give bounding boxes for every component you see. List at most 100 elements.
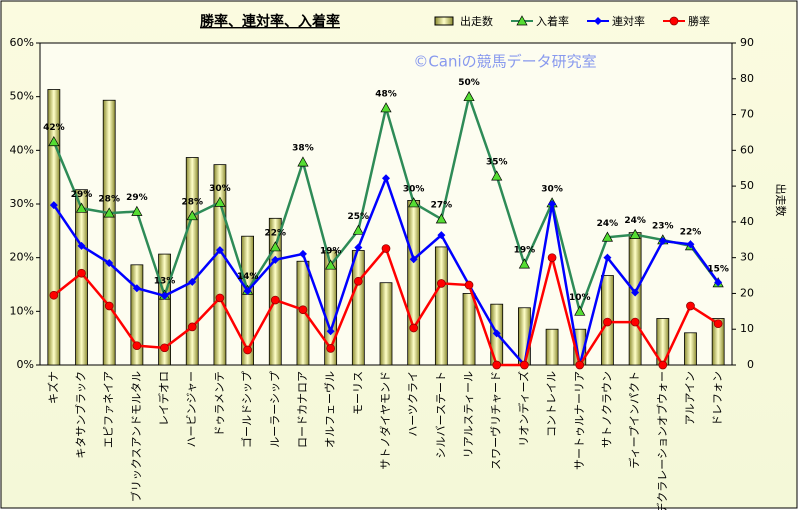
y-tick-label: 10% bbox=[10, 304, 34, 317]
bar bbox=[158, 253, 171, 366]
marker bbox=[160, 343, 169, 353]
marker bbox=[132, 341, 142, 351]
data-label: 27% bbox=[431, 201, 453, 211]
data-label: 38% bbox=[292, 144, 314, 154]
bar bbox=[351, 250, 365, 366]
marker bbox=[409, 255, 418, 264]
y-tick-label: 30% bbox=[10, 197, 34, 210]
bar bbox=[628, 232, 642, 366]
chart-title: 勝率、連対率、入着率 bbox=[200, 13, 340, 30]
marker bbox=[381, 244, 391, 253]
marker bbox=[408, 197, 420, 208]
marker bbox=[437, 231, 446, 240]
marker bbox=[686, 240, 695, 249]
marker bbox=[658, 360, 668, 370]
marker bbox=[492, 360, 502, 370]
bar bbox=[434, 246, 448, 366]
data-label: 19% bbox=[320, 247, 342, 257]
data-label: 13% bbox=[154, 277, 176, 287]
x-tick-label: モーリス bbox=[351, 371, 364, 415]
marker bbox=[658, 237, 667, 246]
x-tick-label: ルーラーシップ bbox=[268, 371, 281, 448]
data-label: 22% bbox=[680, 227, 702, 237]
marker bbox=[352, 224, 364, 235]
marker bbox=[492, 329, 501, 338]
bar bbox=[324, 250, 338, 366]
y2-tick-label: 10 bbox=[740, 322, 754, 335]
bar bbox=[185, 157, 199, 366]
marker bbox=[271, 255, 280, 264]
data-label: 48% bbox=[375, 89, 397, 99]
marker bbox=[49, 290, 59, 300]
marker bbox=[594, 17, 602, 25]
data-label: 30% bbox=[209, 184, 231, 194]
marker bbox=[160, 291, 169, 300]
marker bbox=[574, 305, 586, 316]
x-tick-label: ドレフォン bbox=[711, 371, 724, 426]
data-label: 29% bbox=[126, 193, 148, 203]
y2-tick-label: 20 bbox=[740, 286, 754, 299]
x-tick-label: エピファネイア bbox=[102, 371, 115, 448]
marker bbox=[464, 280, 474, 290]
marker bbox=[603, 317, 612, 327]
data-label: 23% bbox=[652, 221, 674, 231]
y2-tick-label: 40 bbox=[740, 215, 754, 228]
x-tick-label: サートゥルナーリア bbox=[573, 371, 586, 470]
marker bbox=[409, 323, 419, 333]
marker bbox=[520, 360, 529, 370]
legend-swatch bbox=[434, 16, 454, 26]
marker bbox=[243, 345, 252, 355]
data-label: 28% bbox=[98, 195, 120, 205]
bar bbox=[379, 282, 393, 366]
y2-tick-label: 80 bbox=[740, 72, 754, 85]
marker bbox=[669, 16, 679, 26]
bar bbox=[102, 99, 116, 366]
data-label: 30% bbox=[541, 184, 563, 194]
x-tick-label: アルアイン bbox=[683, 371, 696, 425]
marker bbox=[518, 258, 530, 269]
bar bbox=[213, 164, 227, 366]
x-tick-label: レイデオロ bbox=[157, 371, 171, 426]
marker bbox=[132, 284, 141, 293]
x-tick-label: ハーツクライ bbox=[407, 371, 420, 437]
legend-label: 入着率 bbox=[536, 14, 569, 28]
marker bbox=[298, 305, 308, 315]
bar bbox=[268, 217, 282, 366]
marker bbox=[326, 344, 335, 353]
bar bbox=[407, 200, 421, 366]
marker bbox=[382, 174, 390, 183]
data-label: 10% bbox=[569, 293, 591, 303]
marker bbox=[270, 295, 280, 305]
bar bbox=[684, 332, 697, 366]
marker bbox=[325, 259, 337, 270]
marker bbox=[215, 293, 225, 303]
marker bbox=[491, 170, 503, 181]
y-tick-label: 50% bbox=[10, 90, 34, 103]
x-tick-label: ディープインパクト bbox=[627, 371, 641, 469]
bar bbox=[241, 235, 255, 366]
marker bbox=[380, 102, 392, 113]
data-label: 19% bbox=[514, 246, 536, 256]
marker bbox=[353, 276, 363, 286]
x-tick-label: スワーヴリチャード bbox=[489, 371, 503, 470]
legend-label: 勝率 bbox=[688, 14, 710, 28]
data-label: 50% bbox=[458, 78, 480, 88]
data-label: 14% bbox=[237, 272, 259, 282]
marker bbox=[547, 253, 557, 263]
y2-axis-label: 出走数 bbox=[774, 184, 788, 217]
data-label: 24% bbox=[624, 216, 646, 226]
y2-tick-label: 30 bbox=[740, 251, 754, 264]
marker bbox=[354, 243, 363, 252]
legend-label: 出走数 bbox=[460, 14, 493, 28]
marker bbox=[77, 241, 86, 250]
marker bbox=[104, 301, 114, 311]
marker bbox=[131, 205, 143, 216]
data-label: 35% bbox=[486, 158, 508, 168]
y2-tick-label: 90 bbox=[740, 36, 754, 49]
marker bbox=[516, 15, 528, 26]
legend-label: 連対率 bbox=[612, 14, 645, 28]
x-tick-label: ドゥラメンテ bbox=[213, 371, 226, 437]
y-tick-label: 20% bbox=[10, 251, 34, 264]
y2-tick-label: 60 bbox=[740, 143, 754, 156]
y-tick-label: 60% bbox=[10, 36, 34, 49]
